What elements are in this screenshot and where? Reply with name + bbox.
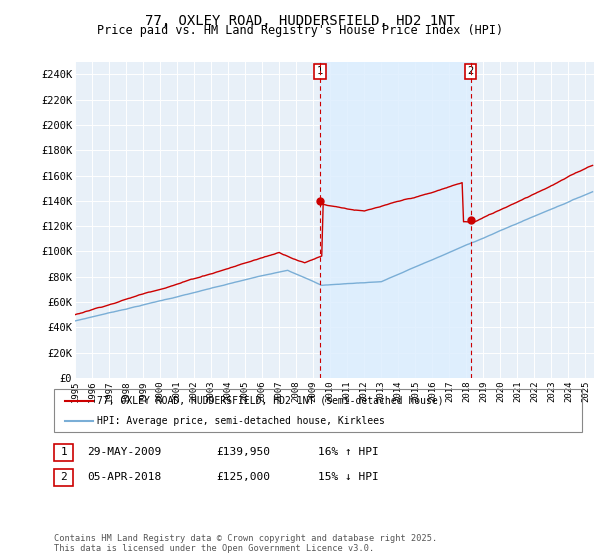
Text: 16% ↑ HPI: 16% ↑ HPI [318, 447, 379, 458]
Text: 2: 2 [467, 66, 474, 76]
Text: £139,950: £139,950 [216, 447, 270, 458]
Text: Price paid vs. HM Land Registry's House Price Index (HPI): Price paid vs. HM Land Registry's House … [97, 24, 503, 37]
Bar [320, 62, 470, 378]
Text: HPI: Average price, semi-detached house, Kirklees: HPI: Average price, semi-detached house,… [97, 417, 385, 426]
Text: 29-MAY-2009: 29-MAY-2009 [87, 447, 161, 458]
Text: 77, OXLEY ROAD, HUDDERSFIELD, HD2 1NT (semi-detached house): 77, OXLEY ROAD, HUDDERSFIELD, HD2 1NT (s… [97, 396, 444, 406]
Text: 77, OXLEY ROAD, HUDDERSFIELD, HD2 1NT: 77, OXLEY ROAD, HUDDERSFIELD, HD2 1NT [145, 14, 455, 28]
Text: 15% ↓ HPI: 15% ↓ HPI [318, 472, 379, 482]
Text: £125,000: £125,000 [216, 472, 270, 482]
Text: 1: 1 [317, 66, 323, 76]
Text: 2: 2 [60, 472, 67, 482]
Text: 1: 1 [60, 447, 67, 458]
Text: 05-APR-2018: 05-APR-2018 [87, 472, 161, 482]
Text: Contains HM Land Registry data © Crown copyright and database right 2025.
This d: Contains HM Land Registry data © Crown c… [54, 534, 437, 553]
